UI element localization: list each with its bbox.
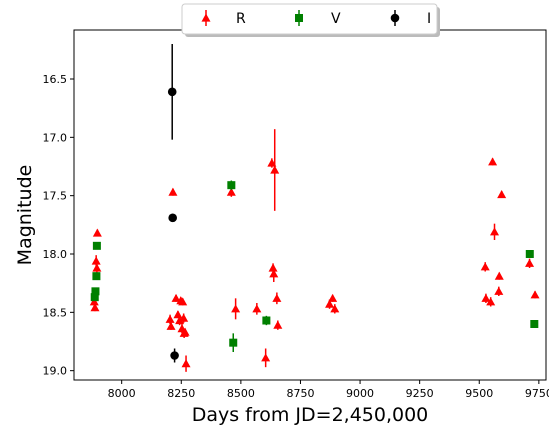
data-point bbox=[179, 313, 189, 322]
x-tick-label: 9750 bbox=[525, 387, 549, 400]
data-point bbox=[328, 293, 338, 302]
data-point bbox=[178, 297, 188, 306]
legend-label: I bbox=[427, 11, 431, 27]
data-point bbox=[175, 316, 185, 325]
y-tick-label: 18.5 bbox=[43, 306, 68, 319]
data-point bbox=[488, 157, 498, 166]
legend-label: R bbox=[236, 11, 246, 27]
x-tick-label: 9000 bbox=[346, 387, 374, 400]
data-point bbox=[181, 359, 191, 368]
data-point bbox=[261, 353, 271, 362]
x-tick-label: 8250 bbox=[167, 387, 195, 400]
x-tick-label: 8000 bbox=[108, 387, 136, 400]
data-point bbox=[530, 290, 540, 299]
data-point bbox=[270, 165, 280, 174]
data-point bbox=[494, 271, 504, 280]
legend-marker bbox=[295, 14, 303, 22]
data-point bbox=[486, 297, 496, 306]
series-i bbox=[167, 44, 179, 363]
data-point bbox=[481, 293, 491, 302]
y-tick-label: 17.0 bbox=[43, 131, 68, 144]
data-point bbox=[165, 314, 175, 323]
data-point bbox=[92, 241, 101, 250]
data-point bbox=[92, 272, 101, 281]
y-tick-label: 17.5 bbox=[43, 190, 68, 203]
legend-label: V bbox=[331, 11, 341, 27]
data-point bbox=[180, 327, 190, 336]
data-point bbox=[494, 286, 504, 295]
x-axis-label: Days from JD=2,450,000 bbox=[192, 404, 429, 426]
data-point bbox=[173, 310, 183, 319]
y-tick-label: 18.0 bbox=[43, 248, 68, 261]
x-tick-label: 8750 bbox=[286, 387, 314, 400]
data-point bbox=[530, 320, 539, 328]
data-point bbox=[167, 87, 177, 97]
data-point bbox=[92, 263, 102, 272]
data-point bbox=[252, 304, 262, 313]
data-point bbox=[272, 293, 282, 302]
data-point bbox=[166, 321, 176, 330]
data-point bbox=[231, 304, 241, 313]
data-point bbox=[171, 293, 181, 302]
data-point bbox=[490, 227, 500, 236]
y-tick-label: 16.5 bbox=[43, 73, 68, 86]
data-point bbox=[91, 256, 101, 265]
data-point bbox=[525, 250, 534, 258]
data-point bbox=[325, 299, 335, 308]
data-layer bbox=[89, 44, 540, 372]
plot-frame bbox=[73, 29, 547, 381]
y-tick-label: 19.0 bbox=[43, 365, 68, 378]
series-r bbox=[89, 129, 540, 372]
legend-marker bbox=[201, 13, 211, 22]
data-point bbox=[330, 304, 340, 313]
x-axis-ticks: 8000 8250 8500 8750 9000 9250 9500 9750 bbox=[108, 380, 549, 400]
axes-layer bbox=[73, 29, 547, 381]
data-point bbox=[525, 258, 535, 267]
data-point bbox=[168, 187, 178, 196]
data-point bbox=[170, 351, 179, 360]
data-point bbox=[168, 213, 177, 223]
x-tick-label: 9250 bbox=[406, 387, 434, 400]
data-point bbox=[91, 287, 100, 296]
data-point bbox=[226, 187, 236, 196]
y-axis-label: Magnitude bbox=[14, 165, 36, 266]
data-point bbox=[90, 293, 99, 302]
data-point bbox=[89, 297, 99, 306]
data-point bbox=[227, 181, 236, 190]
data-point bbox=[497, 190, 507, 199]
legend-marker bbox=[390, 13, 400, 23]
data-point bbox=[90, 303, 100, 312]
data-point bbox=[269, 269, 279, 278]
data-point bbox=[92, 228, 102, 237]
y-axis-ticks: 16.5 17.0 17.5 18.0 18.5 19.0 bbox=[43, 73, 74, 378]
x-tick-label: 9500 bbox=[465, 387, 493, 400]
series-v bbox=[90, 180, 539, 352]
data-point bbox=[273, 320, 283, 329]
legend-box bbox=[181, 3, 438, 35]
data-point bbox=[229, 338, 238, 347]
data-point bbox=[480, 262, 490, 271]
x-tick-label: 8500 bbox=[227, 387, 255, 400]
data-point bbox=[262, 316, 271, 325]
